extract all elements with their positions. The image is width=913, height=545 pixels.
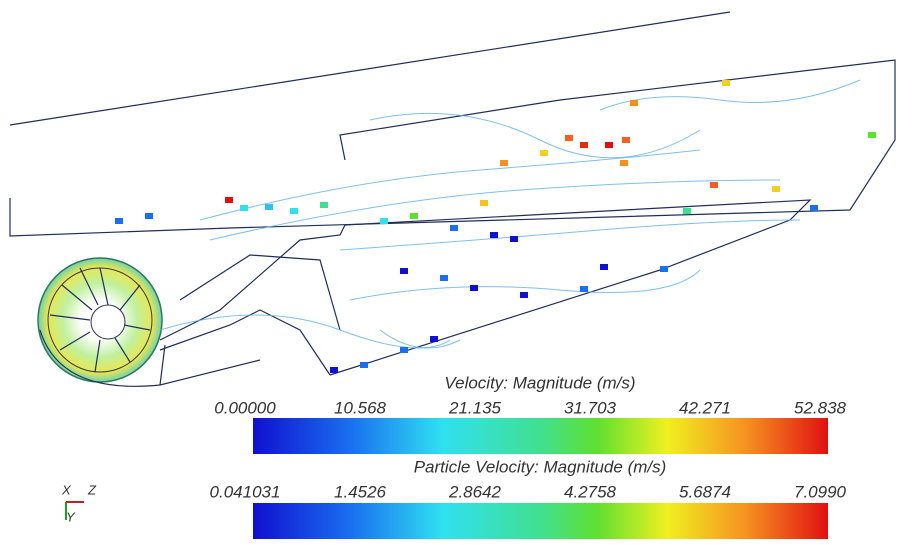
triad-label: Y <box>66 509 76 524</box>
scene: Velocity: Magnitude (m/s) Particle Veloc… <box>0 0 913 545</box>
streamlines <box>160 80 860 348</box>
colorbar-label: 7.0990 <box>794 482 847 501</box>
axis-triad: X Z Y <box>61 482 97 524</box>
colorbar-label: 0.041031 <box>210 482 281 501</box>
colorbar <box>253 418 828 454</box>
colorbar-label: 42.271 <box>679 398 731 417</box>
colorbar-label: 31.703 <box>564 398 617 417</box>
colorbar-label: 4.2758 <box>564 482 617 501</box>
triad-label: X <box>61 482 72 497</box>
triad-label: Z <box>87 482 97 497</box>
particles <box>115 80 876 373</box>
colorbar-title: Velocity: Magnitude (m/s) <box>444 373 635 392</box>
geometry <box>10 12 895 386</box>
colorbar-label: 52.838 <box>794 398 847 417</box>
colorbar-label: 0.00000 <box>214 398 276 417</box>
colorbar-label: 1.4526 <box>334 482 387 501</box>
colorbar-label: 2.8642 <box>448 482 502 501</box>
colorbar-label: 10.568 <box>334 398 387 417</box>
colorbar-label: 21.135 <box>448 398 502 417</box>
colorbar-label: 5.6874 <box>679 482 731 501</box>
colorbar-title: Particle Velocity: Magnitude (m/s) <box>414 457 667 476</box>
colorbar <box>253 503 828 539</box>
